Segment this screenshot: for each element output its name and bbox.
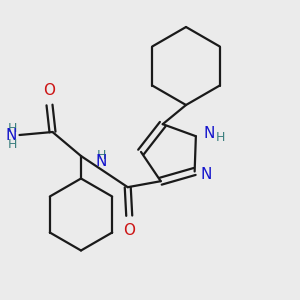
Text: O: O (44, 83, 56, 98)
Text: H: H (215, 131, 225, 144)
Text: N: N (201, 167, 212, 182)
Text: N: N (96, 154, 107, 169)
Text: H: H (8, 122, 17, 135)
Text: N: N (203, 126, 215, 141)
Text: O: O (123, 223, 135, 238)
Text: H: H (8, 137, 17, 151)
Text: N: N (6, 128, 17, 142)
Text: H: H (97, 149, 106, 162)
